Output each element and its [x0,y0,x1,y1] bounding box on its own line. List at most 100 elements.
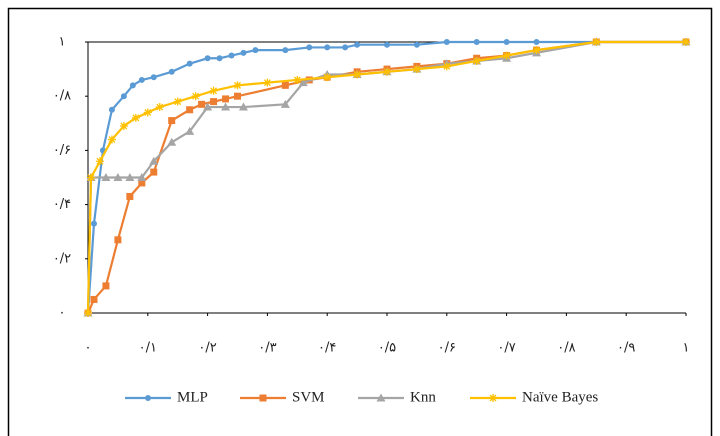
legend-label: SVM [292,389,325,405]
legend-label: Knn [410,389,436,405]
y-tick-label: ۰/۸ [53,89,71,104]
marker [282,47,289,54]
marker [263,78,272,87]
x-tick-label: ۰/۸ [557,341,575,356]
marker [293,75,302,84]
legend-label: MLP [177,389,208,405]
marker [281,81,289,89]
marker [84,309,92,317]
marker [682,38,690,46]
marker [233,81,242,90]
marker [489,394,497,402]
marker [502,51,511,60]
marker [473,39,480,45]
x-tick-label: ۰/۶ [438,341,456,356]
marker [413,41,420,48]
marker [138,76,145,83]
marker [252,47,259,54]
marker [442,62,451,71]
y-tick-label: ۰/۶ [53,143,71,158]
marker [209,86,218,95]
marker [120,93,127,100]
marker [298,78,308,87]
marker [412,65,421,74]
marker [210,98,218,106]
marker [95,157,104,166]
marker [102,282,110,290]
marker [533,39,540,45]
marker [168,68,175,75]
marker [114,236,122,244]
marker [324,44,331,51]
marker [90,220,97,227]
marker [234,92,241,100]
marker [240,49,247,56]
marker [198,100,206,108]
marker [119,122,128,131]
marker [155,103,164,112]
marker [143,108,152,117]
marker [203,102,213,111]
marker [108,106,115,113]
marker [129,82,136,89]
x-tick-label: ۰/۱ [139,341,157,356]
marker [222,95,230,103]
marker [186,106,194,114]
marker [113,173,123,181]
marker [90,295,98,303]
marker [342,44,349,51]
marker [126,192,134,200]
marker [137,173,147,181]
marker [101,173,111,181]
marker [168,117,176,125]
marker [145,395,151,401]
marker [221,102,231,111]
marker [228,52,235,59]
marker [503,39,510,45]
x-tick-label: ۰/۷ [497,341,515,356]
marker [191,92,200,101]
marker [150,168,158,176]
x-tick-label: ۰/۹ [617,341,635,356]
marker [443,39,450,45]
marker [354,41,361,48]
marker [138,179,146,187]
y-tick-label: ۰ [59,306,66,321]
marker [323,73,332,82]
marker [173,97,182,106]
marker [204,55,211,62]
marker [384,41,390,48]
marker [532,46,541,55]
x-tick-label: ۰/۵ [378,341,396,356]
marker [86,173,95,182]
x-tick-label: ۰ [85,341,92,356]
marker [383,67,391,76]
series-line [86,40,686,314]
marker [592,38,601,46]
marker [280,99,290,108]
marker [306,44,313,51]
legend-label: Naïve Bayes [522,389,598,405]
x-tick-label: ۰/۲ [198,341,216,356]
marker [376,393,386,402]
marker [186,60,193,67]
marker [216,55,223,62]
marker [185,126,195,135]
marker [353,70,362,79]
legend: MLP SVM Knn Naïve Bayes [125,389,598,405]
y-tick-label: ۰/۲ [53,251,71,266]
series-layer [83,37,691,317]
marker [107,135,116,144]
x-tick-label: ۰/۳ [258,341,276,356]
y-tick-label: ۰/۴ [53,197,71,212]
marker [472,56,481,65]
marker [238,102,248,111]
marker [150,74,157,81]
frame [7,7,713,436]
marker [125,173,135,181]
x-tick-label: ۱ [683,341,690,356]
marker [167,137,177,146]
x-tick-label: ۰/۴ [318,341,336,356]
marker [149,156,159,165]
